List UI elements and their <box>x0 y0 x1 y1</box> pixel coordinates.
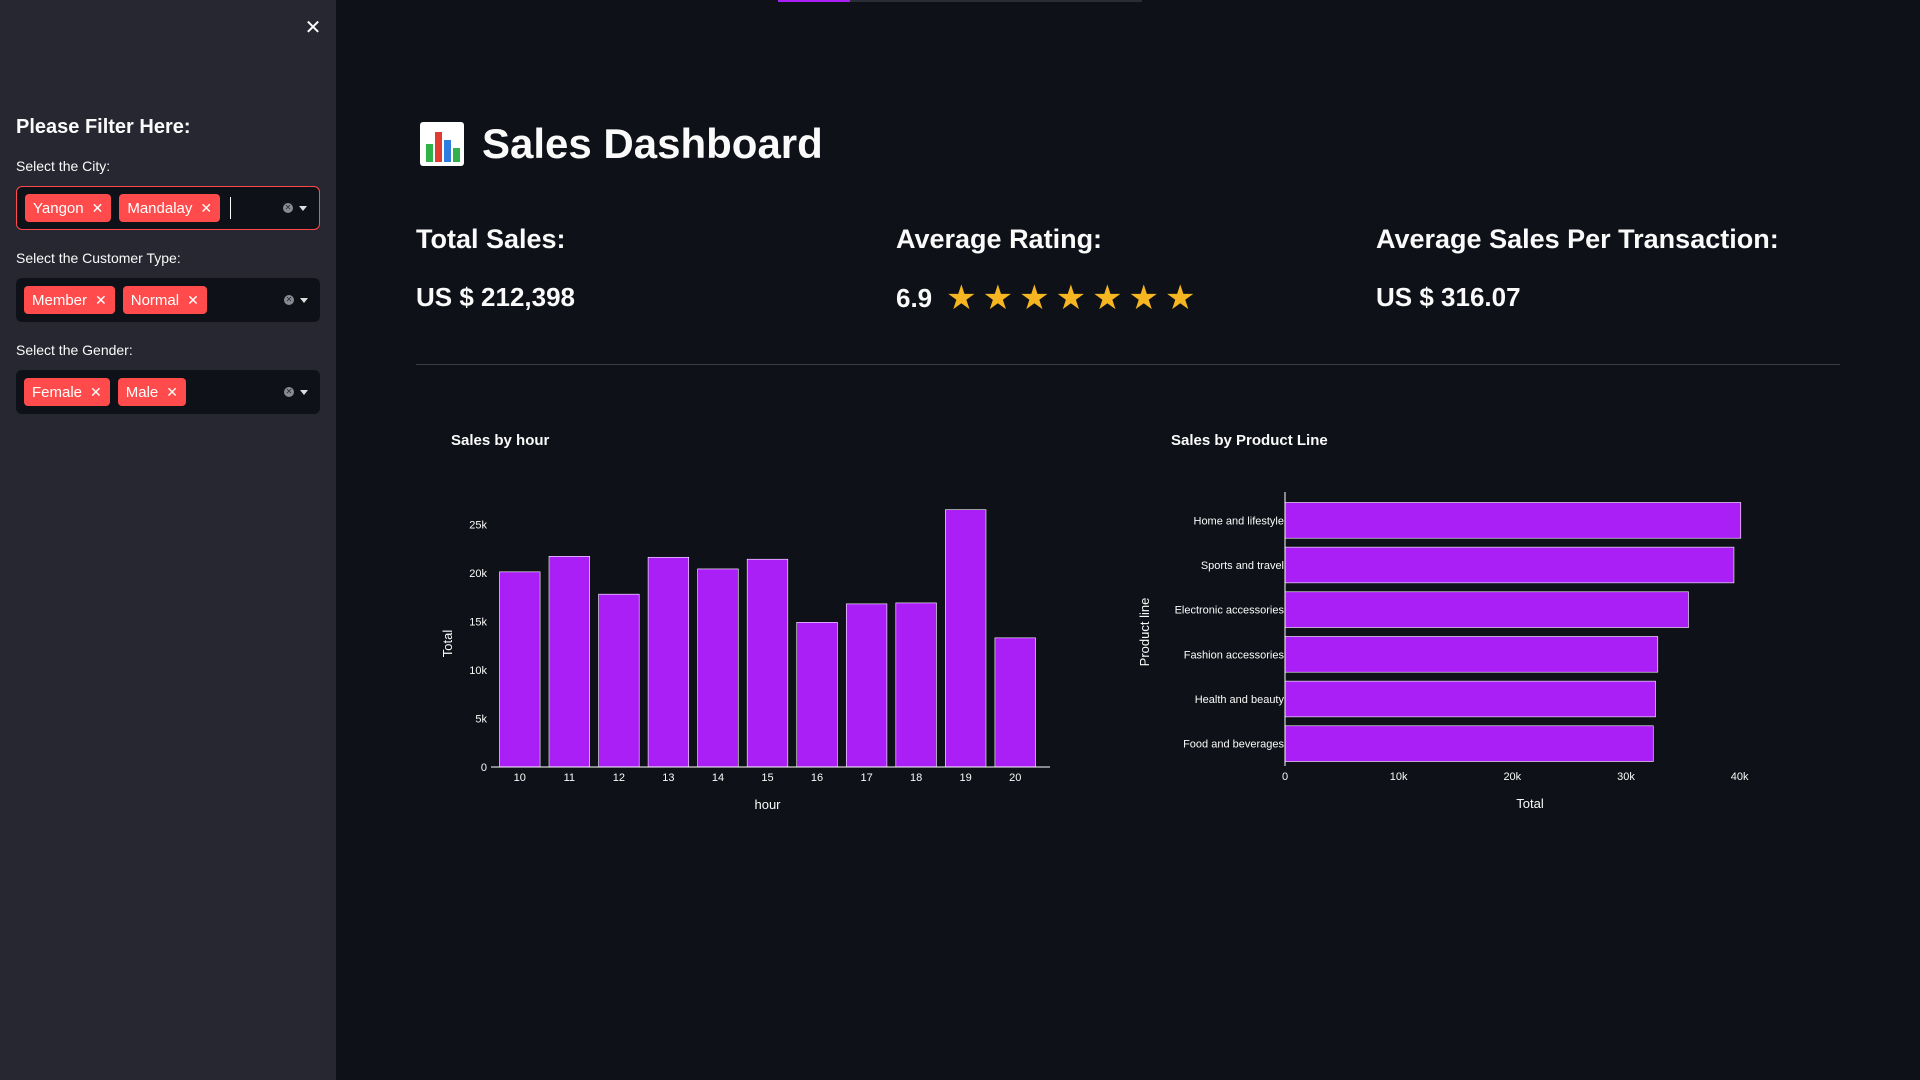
clear-all-icon[interactable]: ✕ <box>283 203 293 213</box>
y-tick-label: 20k <box>469 568 487 580</box>
remove-tag-icon[interactable]: ✕ <box>166 383 179 400</box>
kpi-average-rating-value: 6.9 ★★★★★★★ <box>896 279 1202 317</box>
y-axis-label: Product line <box>1137 598 1152 667</box>
chevron-down-icon[interactable] <box>300 297 308 303</box>
clear-all-icon[interactable]: ✕ <box>284 387 294 397</box>
bar <box>1284 546 1735 584</box>
city-tag[interactable]: Mandalay ✕ <box>119 194 221 222</box>
bar <box>994 637 1036 768</box>
bar <box>895 602 937 768</box>
x-axis-label: hour <box>754 797 781 812</box>
page-title-text: Sales Dashboard <box>482 120 823 167</box>
remove-tag-icon[interactable]: ✕ <box>91 199 104 216</box>
text-caret <box>230 197 232 219</box>
y-tick-label: Electronic accessories <box>1175 605 1285 617</box>
bar <box>845 603 888 768</box>
sidebar-header: Please Filter Here: <box>16 116 191 138</box>
remove-tag-icon[interactable]: ✕ <box>95 291 107 308</box>
x-tick-label: 40k <box>1731 771 1749 783</box>
sales-by-hour-chart: 10 11 12 13 14 15 16 17 18 19 20 0 5k 10k 15k 20k 25k hou… <box>440 509 1050 812</box>
y-tick-label: Home and lifestyle <box>1194 515 1285 527</box>
kpi-total-sales-value: US $ 212,398 <box>416 282 576 312</box>
kpi-average-rating-label: Average Rating: <box>896 224 1103 254</box>
gender-tag[interactable]: Male ✕ <box>117 378 187 406</box>
x-axis-label: Total <box>1516 796 1544 811</box>
bar <box>647 556 690 768</box>
clear-all-icon[interactable]: ✕ <box>284 295 294 305</box>
x-tick-label: 13 <box>662 772 674 784</box>
customer-type-filter-label: Select the Customer Type: <box>16 250 181 266</box>
close-icon: ✕ <box>304 16 322 39</box>
x-tick-label: 20k <box>1503 771 1521 783</box>
top-accent-line <box>778 0 850 2</box>
sidebar: ✕ Please Filter Here: Select the City: Y… <box>0 0 336 1080</box>
kpi-total-sales-label: Total Sales: <box>416 224 566 254</box>
bar <box>1284 502 1742 539</box>
gender-filter-label: Select the Gender: <box>16 342 133 358</box>
y-axis-label: Total <box>440 630 455 658</box>
x-tick-label: 14 <box>712 772 724 784</box>
y-tick-label: Health and beauty <box>1195 694 1285 706</box>
bar <box>598 593 640 768</box>
x-tick-label: 30k <box>1617 771 1635 783</box>
bar <box>1284 725 1654 762</box>
chevron-down-icon[interactable] <box>300 389 308 395</box>
y-tick-label: Fashion accessories <box>1184 649 1285 661</box>
city-tag[interactable]: Yangon ✕ <box>25 194 112 222</box>
y-tick-label: 0 <box>481 762 487 774</box>
x-tick-label: 11 <box>564 772 575 784</box>
sales-by-product-line-chart: Home and lifestyle Sports and travel Elect… <box>1137 492 1749 811</box>
top-track-line <box>850 0 1142 2</box>
x-tick-label: 12 <box>613 772 625 784</box>
x-tick-label: 10k <box>1390 771 1408 783</box>
chart-title-sales-by-hour: Sales by hour <box>451 432 550 449</box>
bar <box>945 509 987 768</box>
star-icon: ★★★★★★★ <box>946 279 1202 317</box>
divider <box>416 364 1840 365</box>
customer-type-tag[interactable]: Member ✕ <box>24 286 115 314</box>
bar <box>746 558 789 768</box>
y-tick-label: Food and beverages <box>1183 739 1284 751</box>
y-tick-label: 15k <box>469 616 487 628</box>
bar <box>548 556 590 768</box>
city-multiselect[interactable]: Yangon ✕ Mandalay ✕ ✕ <box>16 186 320 230</box>
kpi-avg-transaction-value: US $ 316.07 <box>1376 282 1521 312</box>
y-tick-label: 5k <box>475 713 487 725</box>
chart-title-sales-by-product-line: Sales by Product Line <box>1171 432 1328 449</box>
bar <box>1284 591 1689 628</box>
remove-tag-icon[interactable]: ✕ <box>200 199 213 216</box>
x-tick-label: 10 <box>514 772 526 784</box>
x-tick-label: 20 <box>1009 772 1021 784</box>
bar <box>796 622 838 768</box>
gender-tag[interactable]: Female ✕ <box>24 378 110 406</box>
chevron-down-icon[interactable] <box>299 205 307 211</box>
bar <box>499 571 541 768</box>
remove-tag-icon[interactable]: ✕ <box>90 383 102 400</box>
y-tick-label: 25k <box>469 519 487 531</box>
bar <box>697 568 739 768</box>
customer-type-tag[interactable]: Normal ✕ <box>122 286 207 314</box>
kpi-avg-transaction-label: Average Sales Per Transaction: <box>1376 224 1779 254</box>
x-tick-label: 0 <box>1282 771 1288 783</box>
x-tick-label: 16 <box>811 772 823 784</box>
x-tick-label: 15 <box>761 772 773 784</box>
x-tick-label: 17 <box>860 772 872 784</box>
bar <box>1284 680 1656 718</box>
y-tick-label: 10k <box>469 665 487 677</box>
x-tick-label: 18 <box>910 772 922 784</box>
customer-type-multiselect[interactable]: Member ✕ Normal ✕ ✕ <box>16 278 320 322</box>
gender-multiselect[interactable]: Female ✕ Male ✕ ✕ <box>16 370 320 414</box>
x-tick-label: 19 <box>960 772 972 784</box>
bar-chart-icon <box>420 122 464 166</box>
bar <box>1284 636 1659 673</box>
city-filter-label: Select the City: <box>16 158 111 174</box>
y-tick-label: Sports and travel <box>1201 560 1284 572</box>
page-title: Sales Dashboard <box>420 116 823 172</box>
remove-tag-icon[interactable]: ✕ <box>187 291 199 308</box>
close-sidebar-button[interactable]: ✕ <box>300 14 326 40</box>
